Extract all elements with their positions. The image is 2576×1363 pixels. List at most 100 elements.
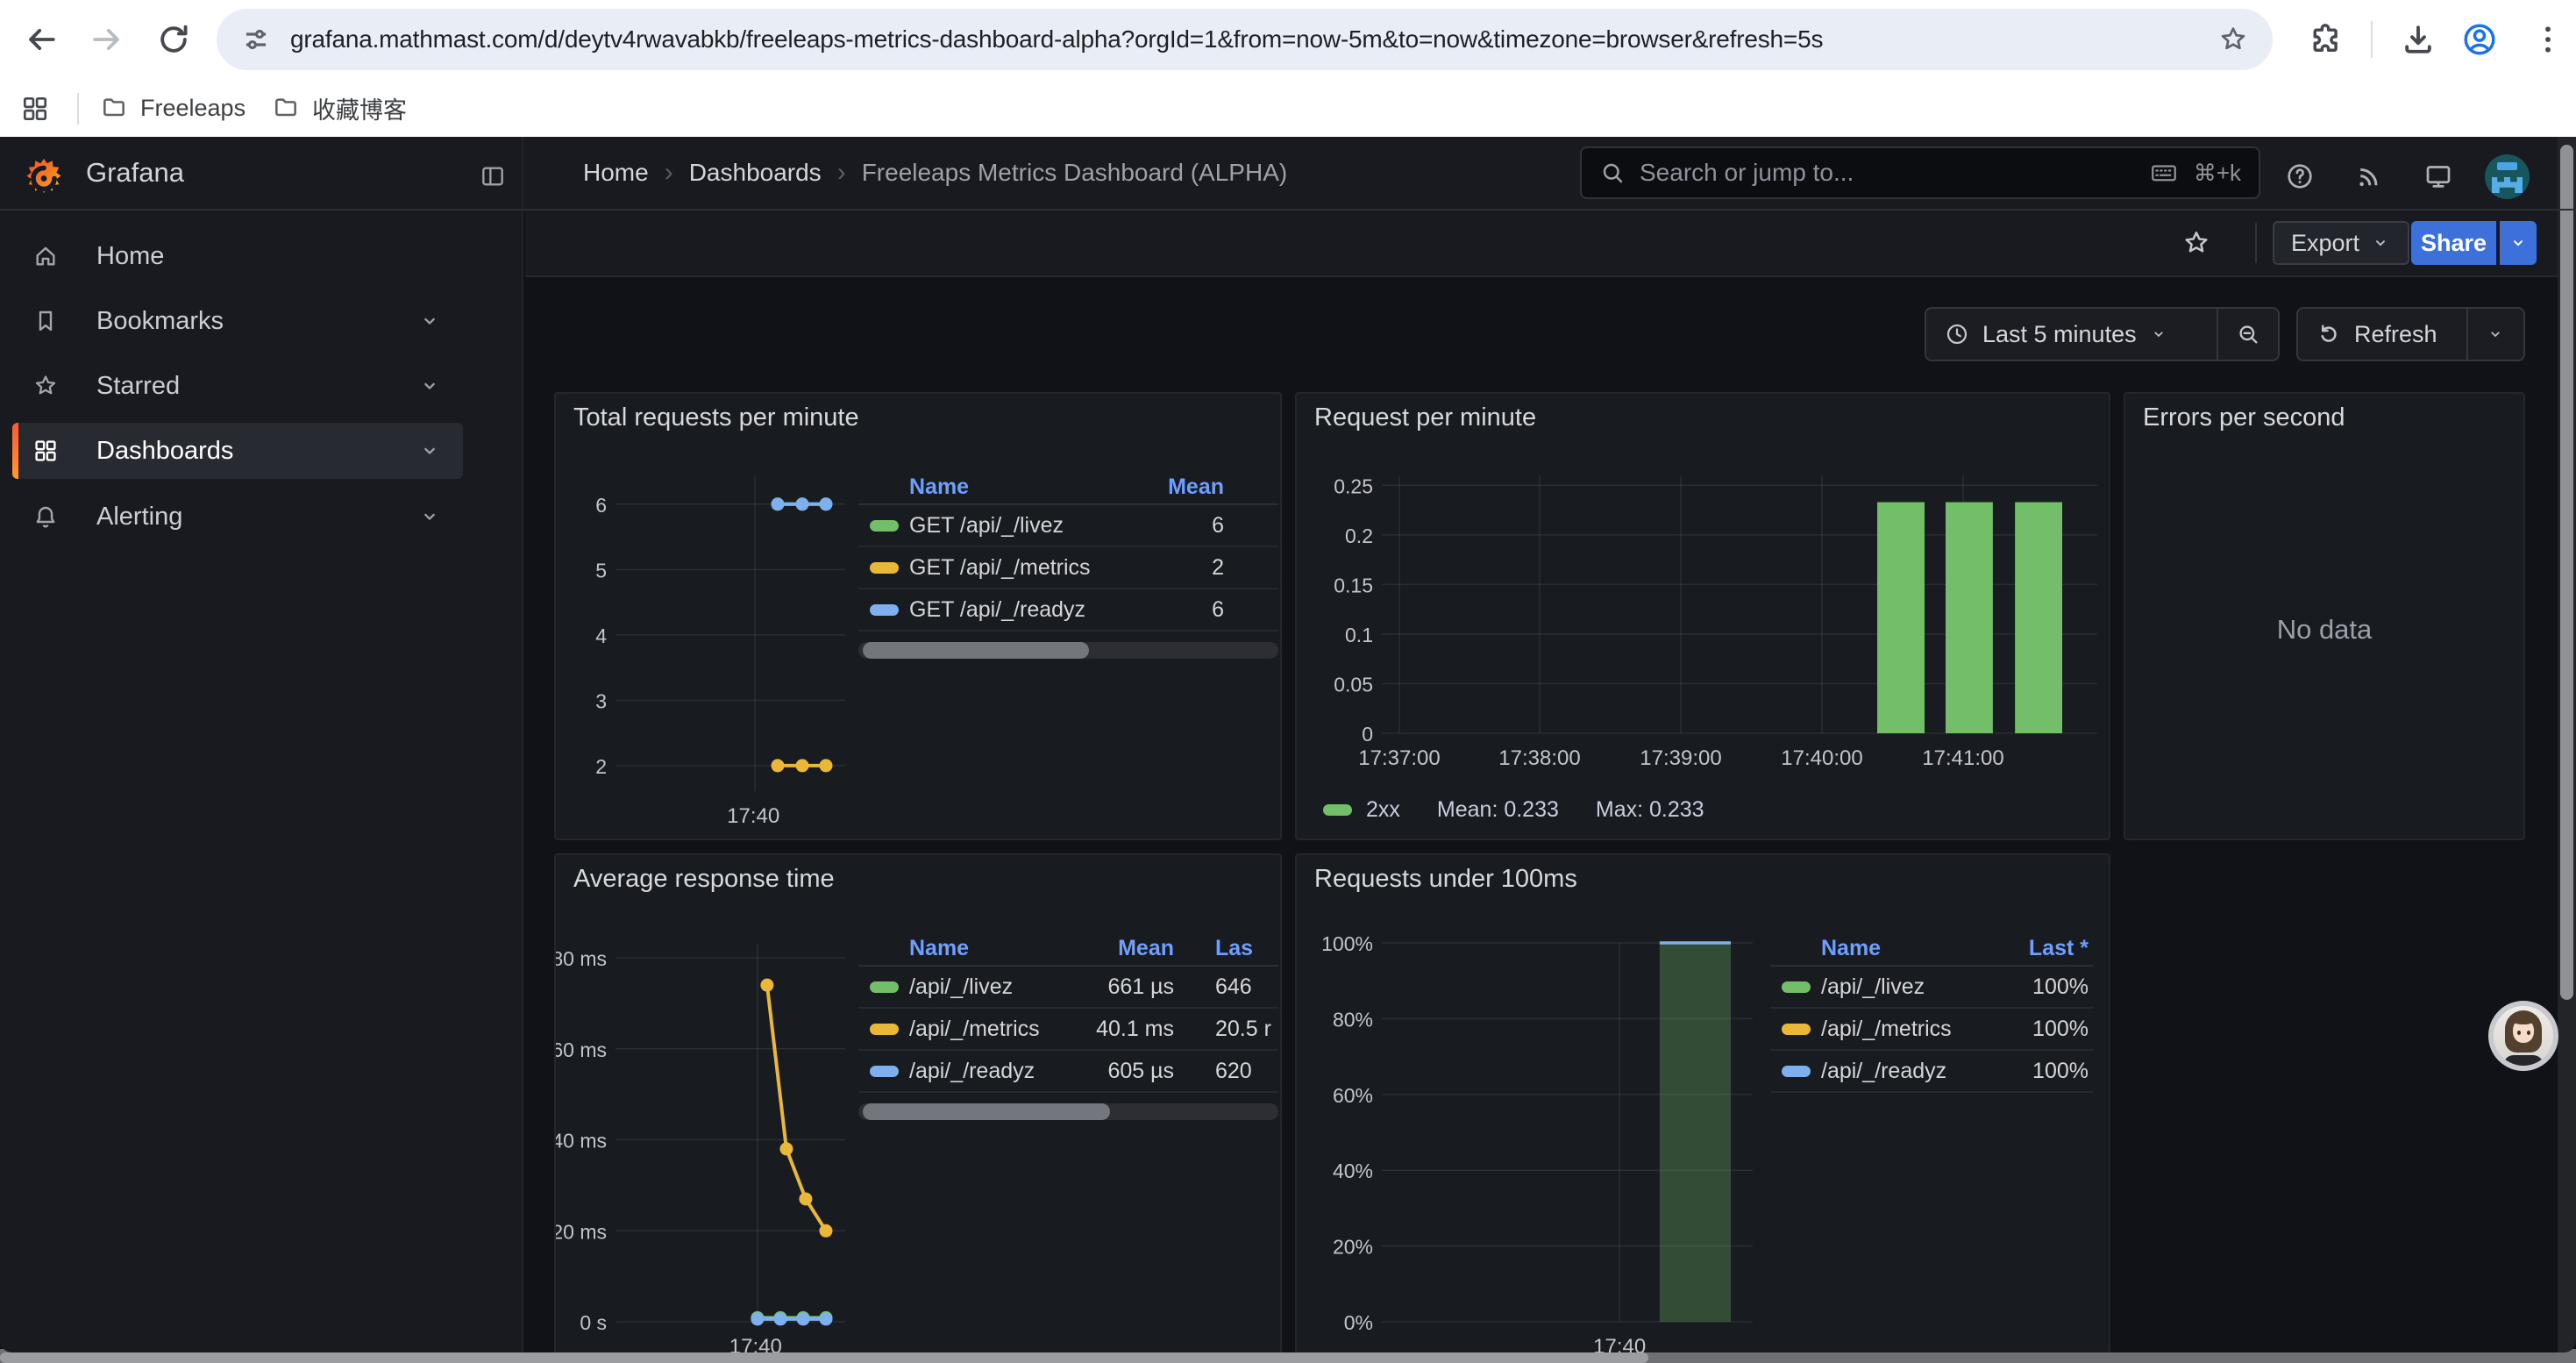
vertical-scrollbar-thumb[interactable] bbox=[2560, 145, 2573, 1000]
help-icon[interactable] bbox=[2284, 161, 2316, 192]
series-value: 6 bbox=[1128, 513, 1278, 539]
chevron-down-icon[interactable] bbox=[417, 309, 442, 333]
browser-toolbar: grafana.mathmast.com/d/deytv4rwavabkb/fr… bbox=[0, 0, 2576, 79]
bookmark-folder-freeleaps[interactable]: Freeleaps bbox=[91, 86, 254, 130]
address-bar[interactable]: grafana.mathmast.com/d/deytv4rwavabkb/fr… bbox=[217, 9, 2273, 70]
vertical-scrollbar[interactable] bbox=[2558, 137, 2576, 1352]
legend-scrollbar-thumb[interactable] bbox=[863, 642, 1090, 659]
bar-chart[interactable]: 0.250.20.150.10.05017:37:0017:38:0017:39… bbox=[1297, 394, 2109, 838]
time-range-picker[interactable]: Last 5 minutes bbox=[1926, 309, 2217, 360]
search-placeholder: Search or jump to... bbox=[1640, 159, 2134, 187]
legend-scrollbar[interactable] bbox=[858, 642, 1278, 659]
profile-icon[interactable] bbox=[2460, 20, 2499, 59]
browser-menu-icon[interactable] bbox=[2529, 20, 2567, 59]
svg-text:0: 0 bbox=[1362, 723, 1373, 746]
sidebar-item-bookmarks[interactable]: Bookmarks bbox=[12, 293, 463, 349]
svg-text:20%: 20% bbox=[1333, 1236, 1373, 1259]
legend-column-header[interactable]: Name bbox=[909, 936, 1078, 961]
legend-column-header[interactable]: Mean bbox=[1078, 936, 1174, 961]
series-name[interactable]: /api/_/readyz bbox=[909, 1059, 1078, 1084]
sidebar-item-home[interactable]: Home bbox=[12, 228, 463, 284]
legend-header-spacer bbox=[870, 482, 899, 493]
bookmark-star-icon[interactable] bbox=[2217, 23, 2250, 56]
series-name[interactable]: GET /api/_/livez bbox=[909, 513, 1128, 539]
series-name[interactable]: /api/_/metrics bbox=[909, 1017, 1078, 1042]
chevron-down-icon[interactable] bbox=[417, 439, 442, 463]
chevron-down-icon[interactable] bbox=[417, 504, 442, 529]
monitor-icon[interactable] bbox=[2423, 161, 2454, 192]
zoom-out-button[interactable] bbox=[2218, 309, 2278, 360]
bell-icon bbox=[32, 503, 60, 531]
sidebar-item-alerting[interactable]: Alerting bbox=[12, 489, 463, 545]
legend-scrollbar[interactable] bbox=[858, 1103, 1278, 1120]
refresh-group: Refresh bbox=[2296, 307, 2525, 361]
series-name[interactable]: /api/_/livez bbox=[909, 974, 1078, 1000]
export-button[interactable]: Export bbox=[2273, 221, 2409, 265]
legend-row: GET /api/_/metrics2 bbox=[858, 547, 1278, 589]
grafana-logo[interactable] bbox=[23, 156, 65, 198]
favorite-star-icon[interactable] bbox=[2181, 227, 2212, 259]
sidebar-item-label: Bookmarks bbox=[96, 307, 224, 336]
bookmark-folder-blogs[interactable]: 收藏博客 bbox=[263, 86, 416, 130]
reload-icon[interactable] bbox=[154, 20, 193, 59]
chevron-down-icon bbox=[2149, 325, 2168, 344]
extensions-icon[interactable] bbox=[2306, 20, 2345, 59]
legend-header-spacer bbox=[870, 943, 899, 954]
series-name[interactable]: /api/_/metrics bbox=[1821, 1017, 1992, 1042]
legend-column-header[interactable]: Last * bbox=[1992, 936, 2094, 961]
bookmark-icon bbox=[32, 307, 60, 335]
nav-divider bbox=[0, 209, 2576, 211]
toolbar-divider bbox=[2371, 21, 2373, 58]
area-chart[interactable]: 100%80%60%40%20%0%17:40 bbox=[1297, 855, 2109, 1352]
series-name[interactable]: /api/_/readyz bbox=[1821, 1059, 1992, 1084]
legend-column-header[interactable]: Las bbox=[1174, 936, 1278, 961]
sidebar-item-starred[interactable]: Starred bbox=[12, 358, 463, 414]
brand-name[interactable]: Grafana bbox=[86, 137, 184, 209]
series-color-swatch bbox=[1782, 981, 1811, 993]
legend-header-spacer bbox=[1782, 943, 1811, 954]
legend-header: NameMean bbox=[858, 471, 1278, 505]
legend-inline: 2xx Mean: 0.233 Max: 0.233 bbox=[1323, 797, 1704, 823]
breadcrumb-dashboards[interactable]: Dashboards bbox=[689, 159, 822, 187]
forward-icon[interactable] bbox=[88, 20, 126, 59]
refresh-interval-button[interactable] bbox=[2468, 309, 2523, 360]
site-settings-icon[interactable] bbox=[239, 23, 273, 56]
dock-sidebar-icon[interactable] bbox=[479, 162, 507, 190]
refresh-button[interactable]: Refresh bbox=[2298, 309, 2466, 360]
svg-text:6: 6 bbox=[595, 494, 607, 517]
user-avatar[interactable] bbox=[2485, 154, 2530, 199]
chevron-down-icon bbox=[2486, 325, 2505, 344]
series-name[interactable]: GET /api/_/metrics bbox=[909, 555, 1128, 581]
chevron-down-icon[interactable] bbox=[417, 374, 442, 398]
url-text[interactable]: grafana.mathmast.com/d/deytv4rwavabkb/fr… bbox=[290, 25, 1823, 54]
share-button[interactable]: Share bbox=[2411, 221, 2496, 265]
legend-column-header[interactable]: Name bbox=[909, 475, 1128, 500]
panel-average-response-time: Average response time 80 ms60 ms40 ms20 … bbox=[554, 853, 1282, 1352]
series-value: 2 bbox=[1128, 555, 1278, 581]
search-input[interactable]: Search or jump to... ⌘+k bbox=[1580, 146, 2260, 199]
legend-column-header[interactable]: Mean bbox=[1128, 475, 1278, 500]
svg-text:80 ms: 80 ms bbox=[556, 947, 607, 970]
apps-grid-icon[interactable] bbox=[19, 93, 51, 125]
downloads-icon[interactable] bbox=[2399, 20, 2437, 59]
series-value: 40.1 ms bbox=[1078, 1017, 1174, 1042]
share-label: Share bbox=[2421, 230, 2487, 257]
series-mean: Mean: 0.233 bbox=[1437, 797, 1559, 823]
breadcrumb-home[interactable]: Home bbox=[583, 159, 649, 187]
series-name[interactable]: 2xx bbox=[1366, 797, 1400, 823]
news-rss-icon[interactable] bbox=[2353, 161, 2385, 192]
breadcrumb-separator: › bbox=[837, 158, 846, 188]
series-name[interactable]: /api/_/livez bbox=[1821, 974, 1992, 1000]
share-menu-button[interactable] bbox=[2500, 221, 2537, 265]
back-icon[interactable] bbox=[22, 20, 60, 59]
sidebar-item-dashboards[interactable]: Dashboards bbox=[12, 423, 463, 479]
breadcrumb-separator: › bbox=[665, 158, 673, 188]
legend-row: GET /api/_/livez6 bbox=[858, 505, 1278, 547]
assistant-avatar-button[interactable] bbox=[2488, 1001, 2558, 1071]
legend-column-header[interactable]: Name bbox=[1821, 936, 1992, 961]
horizontal-scrollbar-thumb[interactable] bbox=[0, 1352, 1648, 1363]
legend-scrollbar-thumb[interactable] bbox=[863, 1103, 1111, 1120]
chevron-down-icon bbox=[2508, 232, 2529, 253]
star-icon bbox=[32, 372, 60, 400]
series-name[interactable]: GET /api/_/readyz bbox=[909, 597, 1128, 623]
